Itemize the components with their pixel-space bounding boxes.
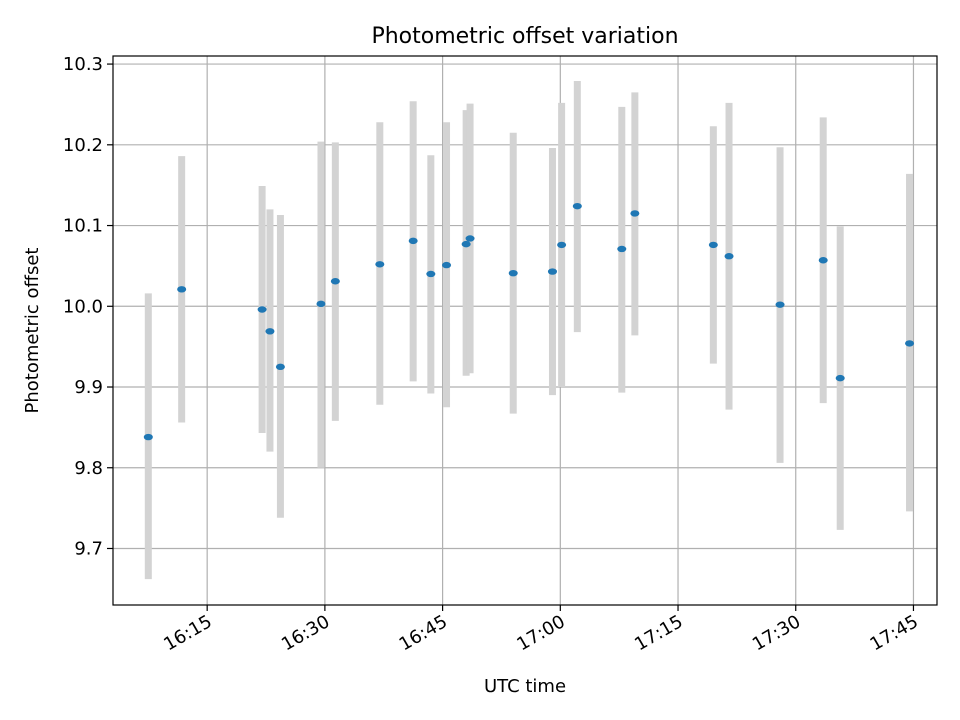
data-point bbox=[835, 374, 845, 382]
data-point bbox=[257, 306, 267, 313]
plot-area-frame bbox=[112, 55, 938, 606]
data-point bbox=[818, 257, 828, 264]
y-tick-label: 9.7 bbox=[74, 538, 103, 559]
data-points bbox=[143, 202, 915, 441]
data-point bbox=[177, 286, 187, 293]
data-point bbox=[330, 278, 340, 285]
y-axis: 9.7 9.8 9.9 10.0 10.1 10.2 10.3 bbox=[63, 54, 113, 559]
data-point bbox=[461, 240, 471, 248]
y-tick-label: 10.0 bbox=[63, 296, 103, 317]
data-point bbox=[426, 270, 436, 278]
data-point bbox=[143, 433, 153, 441]
grid bbox=[113, 56, 937, 605]
data-point bbox=[408, 237, 418, 245]
y-axis-label: Photometric offset bbox=[22, 248, 43, 414]
data-point bbox=[547, 268, 557, 275]
data-point bbox=[265, 328, 275, 335]
y-tick-label: 10.1 bbox=[63, 216, 103, 237]
data-point bbox=[508, 269, 518, 277]
data-point bbox=[775, 301, 785, 308]
data-point bbox=[572, 202, 582, 210]
data-point bbox=[905, 340, 915, 347]
data-point bbox=[316, 300, 326, 308]
y-tick-label: 10.2 bbox=[63, 135, 103, 156]
data-point bbox=[724, 253, 734, 260]
data-point bbox=[708, 241, 718, 249]
chart-title: Photometric offset variation bbox=[371, 24, 678, 49]
data-point bbox=[465, 235, 475, 242]
data-point bbox=[557, 241, 567, 249]
y-tick-label: 10.3 bbox=[63, 54, 103, 75]
data-point bbox=[442, 261, 452, 269]
y-tick-label: 9.9 bbox=[74, 377, 103, 398]
data-point bbox=[275, 363, 285, 371]
data-point bbox=[617, 245, 627, 253]
data-point bbox=[630, 210, 640, 217]
data-point bbox=[375, 261, 385, 268]
x-axis-label: UTC time bbox=[484, 676, 566, 697]
y-tick-label: 9.8 bbox=[74, 458, 103, 479]
